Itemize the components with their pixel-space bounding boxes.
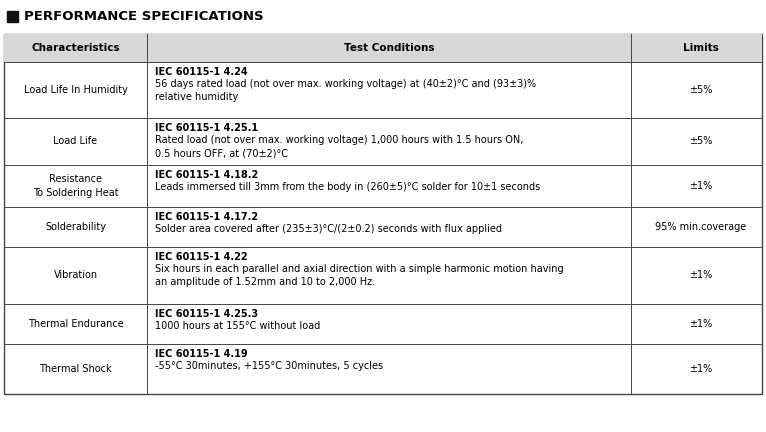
- Text: Load Life: Load Life: [54, 137, 97, 146]
- Text: Load Life In Humidity: Load Life In Humidity: [24, 85, 127, 95]
- Text: ±1%: ±1%: [689, 319, 712, 329]
- Text: ±1%: ±1%: [689, 270, 712, 280]
- Text: Resistance
To Soldering Heat: Resistance To Soldering Heat: [33, 175, 118, 197]
- Text: IEC 60115-1 4.17.2: IEC 60115-1 4.17.2: [155, 212, 258, 222]
- Text: Thermal Endurance: Thermal Endurance: [28, 319, 123, 329]
- Text: Characteristics: Characteristics: [31, 43, 119, 53]
- Text: Solderability: Solderability: [45, 222, 106, 232]
- Text: Solder area covered after (235±3)°C/(2±0.2) seconds with flux applied: Solder area covered after (235±3)°C/(2±0…: [155, 224, 502, 234]
- Text: -55°C 30minutes, +155°C 30minutes, 5 cycles: -55°C 30minutes, +155°C 30minutes, 5 cyc…: [155, 361, 383, 371]
- Text: Test Conditions: Test Conditions: [344, 43, 434, 53]
- Text: 56 days rated load (not over max. working voltage) at (40±2)°C and (93±3)%
relat: 56 days rated load (not over max. workin…: [155, 79, 536, 102]
- Text: IEC 60115-1 4.18.2: IEC 60115-1 4.18.2: [155, 170, 258, 180]
- Text: Vibration: Vibration: [54, 270, 97, 280]
- Text: IEC 60115-1 4.19: IEC 60115-1 4.19: [155, 349, 247, 359]
- Bar: [4, 34, 762, 394]
- Text: 1000 hours at 155°C without load: 1000 hours at 155°C without load: [155, 321, 320, 331]
- Text: IEC 60115-1 4.25.3: IEC 60115-1 4.25.3: [155, 309, 258, 319]
- Bar: [7, 11, 18, 22]
- Text: IEC 60115-1 4.22: IEC 60115-1 4.22: [155, 252, 247, 262]
- Text: Limits: Limits: [683, 43, 719, 53]
- Text: ±1%: ±1%: [689, 364, 712, 374]
- Text: Thermal Shock: Thermal Shock: [39, 364, 112, 374]
- Text: 95% min.coverage: 95% min.coverage: [655, 222, 746, 232]
- Bar: [4, 34, 762, 62]
- Text: IEC 60115-1 4.25.1: IEC 60115-1 4.25.1: [155, 123, 258, 133]
- Text: IEC 60115-1 4.24: IEC 60115-1 4.24: [155, 67, 247, 77]
- Text: ±5%: ±5%: [689, 85, 712, 95]
- Text: Leads immersed till 3mm from the body in (260±5)°C solder for 10±1 seconds: Leads immersed till 3mm from the body in…: [155, 182, 540, 192]
- Text: ±1%: ±1%: [689, 181, 712, 191]
- Text: PERFORMANCE SPECIFICATIONS: PERFORMANCE SPECIFICATIONS: [24, 10, 264, 23]
- Text: Six hours in each parallel and axial direction with a simple harmonic motion hav: Six hours in each parallel and axial dir…: [155, 264, 564, 287]
- Text: ±5%: ±5%: [689, 137, 712, 146]
- Text: Rated load (not over max. working voltage) 1,000 hours with 1.5 hours ON,
0.5 ho: Rated load (not over max. working voltag…: [155, 135, 523, 158]
